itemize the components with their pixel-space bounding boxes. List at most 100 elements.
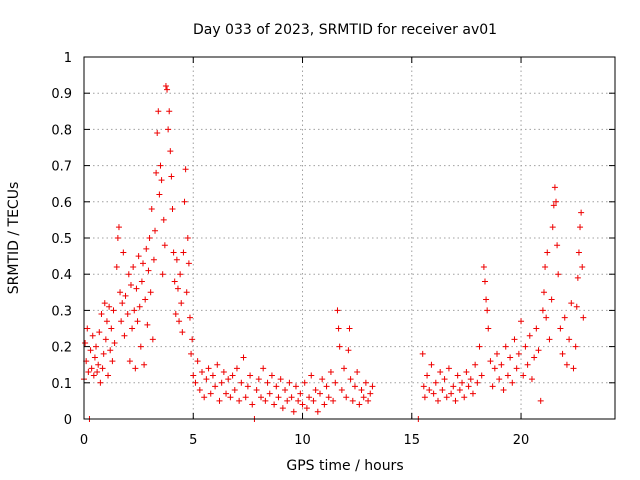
data-point [354, 368, 361, 375]
data-point [369, 383, 376, 390]
data-point [323, 383, 330, 390]
data-point [450, 383, 457, 390]
data-point [160, 216, 167, 223]
data-point [209, 372, 216, 379]
data-point [186, 314, 193, 321]
data-point [542, 263, 549, 270]
data-point [303, 405, 310, 412]
data-point [143, 245, 150, 252]
data-point [459, 379, 466, 386]
data-point [183, 289, 190, 296]
data-point [129, 325, 136, 332]
data-point [89, 332, 96, 339]
data-point [147, 289, 154, 296]
data-point [515, 350, 522, 357]
y-tick-label: 1 [64, 51, 72, 66]
data-point [88, 365, 95, 372]
data-point [435, 397, 441, 404]
data-point [325, 394, 332, 401]
data-point [107, 347, 114, 354]
data-point [189, 336, 196, 343]
data-point [233, 365, 240, 372]
data-point [284, 397, 291, 404]
data-point [463, 368, 470, 375]
y-tick-label: 0 [64, 413, 72, 428]
data-point [205, 365, 212, 372]
data-point [531, 354, 538, 361]
data-point [358, 387, 365, 394]
data-point [156, 191, 163, 198]
data-point [172, 311, 179, 318]
data-point [504, 372, 511, 379]
data-point [553, 198, 559, 205]
data-point [544, 249, 551, 256]
data-point [330, 397, 337, 404]
data-point [271, 401, 278, 408]
data-point [180, 249, 187, 256]
y-tick-label: 0.6 [51, 196, 72, 211]
data-point [577, 224, 584, 231]
data-point [174, 285, 181, 292]
data-point [535, 347, 542, 354]
data-point [207, 390, 214, 397]
data-point [87, 347, 94, 354]
data-point [441, 376, 448, 383]
data-point [487, 358, 494, 365]
data-point [421, 394, 428, 401]
data-point [548, 296, 555, 303]
data-point [356, 401, 363, 408]
data-point [266, 390, 273, 397]
data-point [428, 361, 435, 368]
data-point [94, 368, 101, 375]
data-point [146, 235, 153, 241]
data-point [424, 372, 431, 379]
data-point [513, 365, 520, 372]
data-point [231, 387, 238, 394]
data-point [472, 361, 479, 368]
data-point [467, 376, 474, 383]
data-point [485, 325, 492, 332]
data-point [551, 184, 558, 191]
y-tick-label: 0.4 [51, 268, 72, 283]
data-point [465, 383, 472, 390]
data-point [317, 390, 323, 397]
data-point [554, 242, 561, 249]
data-point [199, 368, 205, 375]
data-point [167, 148, 174, 155]
data-point [118, 318, 125, 325]
data-point [568, 300, 575, 307]
data-point [483, 296, 490, 303]
data-point [346, 325, 353, 332]
data-point [474, 379, 481, 386]
data-point [566, 336, 573, 343]
data-point [214, 361, 221, 368]
data-point [580, 314, 587, 321]
data-point [349, 397, 356, 404]
data-point [218, 379, 225, 386]
data-point [101, 300, 108, 307]
data-point [247, 372, 254, 379]
data-point [164, 86, 171, 93]
chart-title: Day 033 of 2023, SRMTID for receiver av0… [193, 22, 497, 38]
data-point [561, 314, 568, 321]
data-point [454, 372, 461, 379]
data-point [93, 343, 100, 350]
y-tick-labels: 0 0.1 0.2 0.3 0.4 0.5 0.6 0.7 0.8 0.9 1 [51, 51, 72, 428]
data-point [141, 361, 148, 368]
data-point [456, 387, 463, 394]
data-point [260, 365, 267, 372]
data-point [286, 379, 293, 386]
data-point [578, 209, 585, 216]
data-point [543, 314, 550, 321]
data-point [162, 82, 169, 89]
data-point [367, 390, 374, 397]
data-point [299, 401, 306, 408]
data-point [461, 394, 468, 401]
x-tick-labels: 0 5 10 15 20 [80, 433, 529, 448]
data-point [312, 387, 319, 394]
y-tick-label: 0.8 [51, 123, 72, 138]
data-point [351, 383, 358, 390]
data-point [533, 325, 540, 332]
data-point [125, 271, 132, 278]
data-point [295, 397, 302, 404]
